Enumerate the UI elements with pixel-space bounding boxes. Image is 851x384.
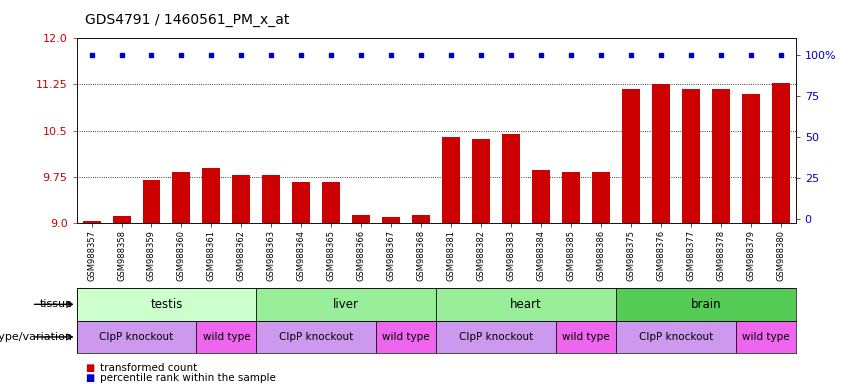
Text: ■: ■: [85, 363, 94, 373]
Bar: [436, 288, 616, 321]
Text: ClpP knockout: ClpP knockout: [100, 332, 174, 342]
Bar: [197, 321, 256, 353]
Bar: [382, 217, 400, 223]
Bar: [293, 182, 311, 223]
Bar: [711, 89, 730, 223]
Bar: [556, 321, 616, 353]
Bar: [502, 134, 520, 223]
Bar: [352, 215, 370, 223]
Bar: [616, 288, 796, 321]
Bar: [83, 222, 100, 223]
Bar: [77, 288, 256, 321]
Text: genotype/variation: genotype/variation: [0, 332, 72, 342]
Bar: [173, 172, 191, 223]
Text: heart: heart: [510, 298, 542, 311]
Bar: [232, 175, 250, 223]
Bar: [436, 321, 556, 353]
Bar: [736, 321, 796, 353]
Bar: [592, 172, 610, 223]
Bar: [532, 170, 550, 223]
Bar: [256, 288, 436, 321]
Text: testis: testis: [151, 298, 183, 311]
Bar: [772, 83, 790, 223]
Text: wild type: wild type: [563, 332, 610, 342]
Bar: [562, 172, 580, 223]
Bar: [443, 137, 460, 223]
Text: liver: liver: [334, 298, 359, 311]
Text: percentile rank within the sample: percentile rank within the sample: [100, 373, 277, 383]
Bar: [622, 89, 640, 223]
Bar: [616, 321, 736, 353]
Text: transformed count: transformed count: [100, 363, 197, 373]
Text: ClpP knockout: ClpP knockout: [459, 332, 534, 342]
Text: wild type: wild type: [382, 332, 430, 342]
Text: GDS4791 / 1460561_PM_x_at: GDS4791 / 1460561_PM_x_at: [85, 13, 289, 27]
Text: ClpP knockout: ClpP knockout: [639, 332, 713, 342]
Bar: [376, 321, 436, 353]
Bar: [142, 180, 161, 223]
Bar: [77, 321, 197, 353]
Bar: [203, 168, 220, 223]
Text: tissue: tissue: [39, 299, 72, 310]
Text: wild type: wild type: [203, 332, 250, 342]
Bar: [256, 321, 376, 353]
Bar: [412, 215, 430, 223]
Text: wild type: wild type: [742, 332, 790, 342]
Bar: [323, 182, 340, 223]
Bar: [472, 139, 490, 223]
Bar: [112, 216, 130, 223]
Text: brain: brain: [690, 298, 721, 311]
Bar: [652, 84, 670, 223]
Text: ClpP knockout: ClpP knockout: [279, 332, 353, 342]
Text: ■: ■: [85, 373, 94, 383]
Bar: [682, 89, 700, 223]
Bar: [742, 94, 760, 223]
Bar: [262, 175, 280, 223]
